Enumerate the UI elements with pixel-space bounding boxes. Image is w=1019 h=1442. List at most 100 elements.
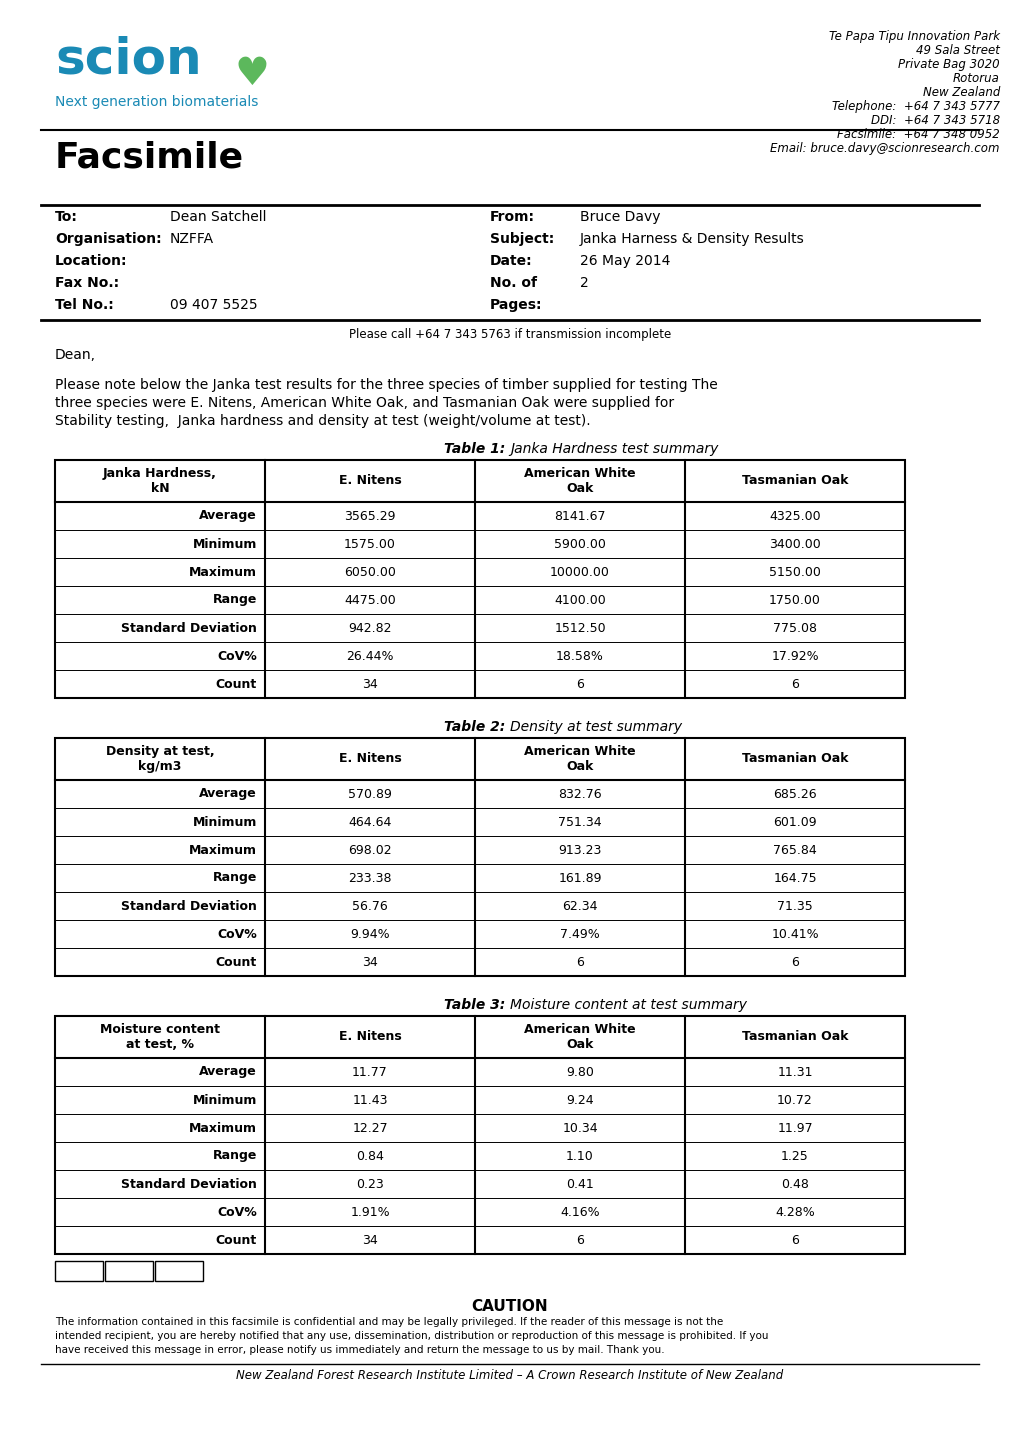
Text: 6: 6 — [576, 956, 583, 969]
Text: Minimum: Minimum — [193, 816, 257, 829]
Text: Range: Range — [212, 871, 257, 884]
Text: three species were E. Nitens, American White Oak, and Tasmanian Oak were supplie: three species were E. Nitens, American W… — [55, 397, 674, 410]
Text: American White
Oak: American White Oak — [524, 1022, 635, 1051]
Text: Tasmanian Oak: Tasmanian Oak — [741, 474, 848, 487]
Text: Average: Average — [199, 787, 257, 800]
Bar — [55, 1260, 103, 1280]
Text: 5900.00: 5900.00 — [553, 538, 605, 551]
Text: 34: 34 — [362, 678, 377, 691]
Bar — [55, 738, 904, 976]
Text: 34: 34 — [362, 956, 377, 969]
Text: Standard Deviation: Standard Deviation — [121, 622, 257, 634]
Text: 3565.29: 3565.29 — [344, 509, 395, 522]
Text: Date:: Date: — [489, 254, 532, 268]
Text: American White
Oak: American White Oak — [524, 467, 635, 495]
Text: Janka Harness & Density Results: Janka Harness & Density Results — [580, 232, 804, 247]
Text: American White
Oak: American White Oak — [524, 746, 635, 773]
Text: Private Bag 3020: Private Bag 3020 — [898, 58, 999, 71]
Text: Rotorua: Rotorua — [952, 72, 999, 85]
Text: 832.76: 832.76 — [557, 787, 601, 800]
Text: 9.24: 9.24 — [566, 1093, 593, 1106]
Text: 0.41: 0.41 — [566, 1178, 593, 1191]
Text: Table 3:: Table 3: — [443, 998, 510, 1012]
Text: Density at test summary: Density at test summary — [510, 720, 682, 734]
Text: Janka Hardness,
kN: Janka Hardness, kN — [103, 467, 217, 495]
Bar — [55, 460, 904, 698]
Text: Pages:: Pages: — [489, 298, 542, 311]
Text: 1.91%: 1.91% — [350, 1206, 389, 1218]
Text: Subject:: Subject: — [489, 232, 553, 247]
Text: Range: Range — [212, 1149, 257, 1162]
Text: 4325.00: 4325.00 — [768, 509, 820, 522]
Text: 56.76: 56.76 — [352, 900, 387, 913]
Bar — [55, 1017, 904, 1255]
Text: Moisture content
at test, %: Moisture content at test, % — [100, 1022, 220, 1051]
Text: Organisation:: Organisation: — [55, 232, 161, 247]
Text: 6: 6 — [791, 956, 798, 969]
Text: 4475.00: 4475.00 — [343, 594, 395, 607]
Text: CAUTION: CAUTION — [471, 1299, 548, 1314]
Text: Density at test,
kg/m3: Density at test, kg/m3 — [106, 746, 214, 773]
Text: Count: Count — [216, 956, 257, 969]
Text: 698.02: 698.02 — [347, 844, 391, 857]
Text: Maximum: Maximum — [189, 844, 257, 857]
Text: 71.35: 71.35 — [776, 900, 812, 913]
Text: CoV%: CoV% — [217, 649, 257, 662]
Text: 11.97: 11.97 — [776, 1122, 812, 1135]
Text: Count: Count — [216, 678, 257, 691]
Text: E. Nitens: E. Nitens — [338, 1031, 401, 1044]
Text: The information contained in this facsimile is confidential and may be legally p: The information contained in this facsim… — [55, 1317, 722, 1327]
Text: 4100.00: 4100.00 — [553, 594, 605, 607]
Text: 161.89: 161.89 — [557, 871, 601, 884]
Text: 17.92%: 17.92% — [770, 649, 818, 662]
Text: scion: scion — [55, 35, 202, 84]
Text: Table 2:: Table 2: — [443, 720, 510, 734]
Text: Facsimile: Facsimile — [55, 140, 244, 174]
Text: Te Papa Tipu Innovation Park: Te Papa Tipu Innovation Park — [828, 30, 999, 43]
Text: Minimum: Minimum — [193, 538, 257, 551]
Text: 0.84: 0.84 — [356, 1149, 383, 1162]
Bar — [155, 1260, 203, 1280]
Text: 6: 6 — [576, 1233, 583, 1246]
Text: Telephone:  +64 7 343 5777: Telephone: +64 7 343 5777 — [832, 99, 999, 112]
Text: 12.27: 12.27 — [352, 1122, 387, 1135]
Text: 765.84: 765.84 — [772, 844, 816, 857]
Text: Average: Average — [199, 509, 257, 522]
Text: 9.80: 9.80 — [566, 1066, 593, 1079]
Text: Dean Satchell: Dean Satchell — [170, 211, 266, 224]
Text: Email: bruce.davy@scionresearch.com: Email: bruce.davy@scionresearch.com — [769, 141, 999, 154]
Text: 685.26: 685.26 — [772, 787, 816, 800]
Text: 8141.67: 8141.67 — [553, 509, 605, 522]
Text: 1512.50: 1512.50 — [553, 622, 605, 634]
Text: Maximum: Maximum — [189, 565, 257, 578]
Text: 49 Sala Street: 49 Sala Street — [915, 45, 999, 58]
Text: Please note below the Janka test results for the three species of timber supplie: Please note below the Janka test results… — [55, 378, 717, 392]
Text: 913.23: 913.23 — [557, 844, 601, 857]
Bar — [105, 1260, 153, 1280]
Text: 1750.00: 1750.00 — [768, 594, 820, 607]
Text: Range: Range — [212, 594, 257, 607]
Text: 4.16%: 4.16% — [559, 1206, 599, 1218]
Text: E. Nitens: E. Nitens — [338, 474, 401, 487]
Text: 10.72: 10.72 — [776, 1093, 812, 1106]
Text: Next generation biomaterials: Next generation biomaterials — [55, 95, 258, 110]
Text: From:: From: — [489, 211, 535, 224]
Text: 5150.00: 5150.00 — [768, 565, 820, 578]
Text: 164.75: 164.75 — [772, 871, 816, 884]
Text: 9.94%: 9.94% — [350, 927, 389, 940]
Text: Fax No.:: Fax No.: — [55, 275, 119, 290]
Text: 62.34: 62.34 — [561, 900, 597, 913]
Text: Janka Hardness test summary: Janka Hardness test summary — [510, 443, 717, 456]
Text: 0.23: 0.23 — [356, 1178, 383, 1191]
Text: 26.44%: 26.44% — [345, 649, 393, 662]
Text: ♥: ♥ — [234, 55, 270, 92]
Text: 4.28%: 4.28% — [774, 1206, 814, 1218]
Text: Count: Count — [216, 1233, 257, 1246]
Text: 11.31: 11.31 — [776, 1066, 812, 1079]
Text: E. Nitens: E. Nitens — [338, 753, 401, 766]
Text: 10.41%: 10.41% — [770, 927, 818, 940]
Text: 26 May 2014: 26 May 2014 — [580, 254, 669, 268]
Text: Please call +64 7 343 5763 if transmission incomplete: Please call +64 7 343 5763 if transmissi… — [348, 327, 671, 340]
Text: intended recipient, you are hereby notified that any use, dissemination, distrib: intended recipient, you are hereby notif… — [55, 1331, 767, 1341]
Text: 18.58%: 18.58% — [555, 649, 603, 662]
